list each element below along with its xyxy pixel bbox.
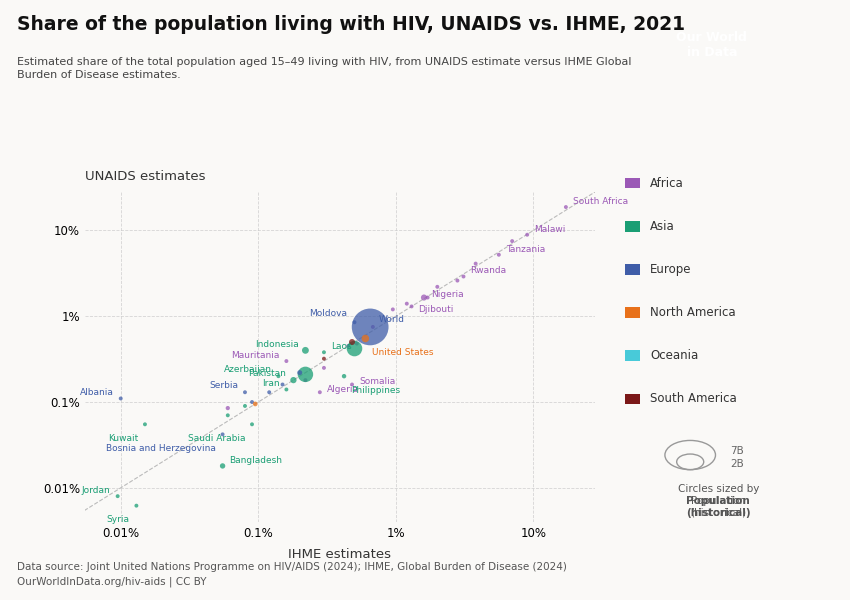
Text: Saudi Arabia: Saudi Arabia [188, 434, 245, 443]
Point [221, 410, 235, 420]
Point [350, 339, 364, 349]
Text: Algeria: Algeria [326, 385, 359, 394]
Point [129, 501, 143, 511]
Text: Tanzania: Tanzania [506, 245, 545, 254]
Point [298, 370, 312, 379]
Point [238, 401, 252, 411]
Point [366, 322, 380, 332]
Point [286, 376, 300, 385]
Text: Africa: Africa [650, 176, 684, 190]
Point [275, 380, 289, 389]
Point [405, 302, 418, 311]
Point [298, 346, 312, 355]
Point [492, 250, 506, 260]
Point [421, 293, 434, 302]
Text: United States: United States [372, 348, 434, 357]
Text: Philippines: Philippines [351, 386, 400, 395]
Point [216, 430, 230, 439]
Text: Europe: Europe [650, 263, 692, 276]
Text: Rwanda: Rwanda [470, 266, 507, 275]
Text: Bangladesh: Bangladesh [230, 456, 282, 465]
Text: Jordan: Jordan [82, 486, 111, 495]
Text: Indonesia: Indonesia [255, 340, 298, 349]
Point [337, 371, 351, 381]
Point [520, 230, 534, 239]
Text: Asia: Asia [650, 220, 675, 233]
Point [280, 385, 293, 394]
Text: South Africa: South Africa [573, 197, 628, 206]
Point [386, 305, 400, 314]
Text: UNAIDS estimates: UNAIDS estimates [85, 170, 206, 183]
Point [245, 397, 258, 407]
Text: Mauritania: Mauritania [231, 351, 280, 360]
Point [139, 419, 152, 429]
Point [114, 394, 128, 403]
Point [430, 282, 444, 292]
Text: Djibouti: Djibouti [418, 305, 454, 314]
Point [559, 202, 573, 212]
Point [238, 388, 252, 397]
Text: South America: South America [650, 392, 737, 406]
Point [345, 380, 359, 389]
X-axis label: IHME estimates: IHME estimates [288, 548, 392, 561]
Point [450, 276, 464, 286]
Point [456, 272, 470, 281]
Point [345, 337, 359, 347]
Text: Population
(historical): Population (historical) [686, 473, 751, 518]
Point [221, 403, 235, 413]
Text: Somalia: Somalia [359, 377, 395, 386]
Point [342, 341, 355, 351]
Text: Serbia: Serbia [209, 381, 238, 390]
Text: Kuwait: Kuwait [108, 434, 138, 443]
Text: Albania: Albania [80, 388, 114, 397]
Text: Laos: Laos [331, 342, 352, 351]
Text: Oceania: Oceania [650, 349, 699, 362]
Text: Azerbaijan: Azerbaijan [224, 365, 271, 374]
Point [248, 399, 262, 409]
Text: North America: North America [650, 306, 736, 319]
Point [469, 259, 483, 268]
Point [263, 388, 276, 397]
Text: Estimated share of the total population aged 15–49 living with HIV, from UNAIDS : Estimated share of the total population … [17, 57, 632, 80]
Text: Pakistan: Pakistan [248, 368, 286, 377]
Text: Syria: Syria [106, 515, 129, 524]
Text: 7B: 7B [730, 446, 745, 456]
Point [317, 354, 331, 364]
Text: Our World
in Data: Our World in Data [677, 31, 747, 59]
Point [317, 363, 331, 373]
Text: Share of the population living with HIV, UNAIDS vs. IHME, 2021: Share of the population living with HIV,… [17, 15, 685, 34]
Text: Data source: Joint United Nations Programme on HIV/AIDS (2024); IHME, Global Bur: Data source: Joint United Nations Progra… [17, 562, 567, 587]
Point [216, 461, 230, 471]
Text: Malawi: Malawi [534, 224, 565, 233]
Point [400, 299, 414, 308]
Text: Moldova: Moldova [309, 310, 348, 319]
Text: World: World [378, 316, 405, 325]
Point [359, 334, 372, 343]
Point [272, 371, 286, 381]
Point [363, 322, 377, 332]
Point [348, 317, 361, 327]
Text: Iran: Iran [262, 379, 280, 388]
Point [280, 356, 293, 366]
Point [417, 293, 431, 302]
Point [245, 419, 258, 429]
Text: Bosnia and Herzegovina: Bosnia and Herzegovina [105, 444, 216, 453]
Text: Circles sized by
Population
(historical): Circles sized by Population (historical) [677, 484, 759, 518]
Point [317, 347, 331, 357]
Point [506, 236, 519, 246]
Text: Nigeria: Nigeria [431, 290, 463, 299]
Point [298, 376, 312, 385]
Point [293, 368, 307, 377]
Text: 2B: 2B [730, 460, 745, 469]
Point [110, 491, 124, 501]
Point [348, 344, 361, 353]
Point [313, 388, 326, 397]
